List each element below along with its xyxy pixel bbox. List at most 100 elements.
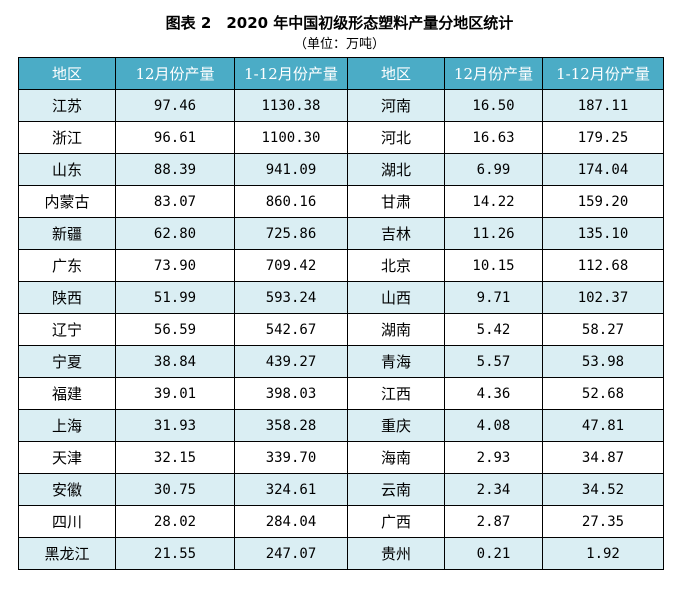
value-cell: 0.21 — [444, 537, 543, 570]
region-cell: 湖南 — [347, 313, 445, 346]
value-cell: 62.80 — [115, 217, 235, 250]
region-cell: 四川 — [18, 505, 116, 538]
region-cell: 辽宁 — [18, 313, 116, 346]
value-cell: 11.26 — [444, 217, 543, 250]
value-cell: 27.35 — [542, 505, 664, 538]
unit-subtitle: （单位：万吨） — [293, 37, 385, 52]
region-cell: 江西 — [347, 377, 445, 410]
value-cell: 2.34 — [444, 473, 543, 506]
value-cell: 39.01 — [115, 377, 235, 410]
region-cell: 河南 — [347, 89, 445, 122]
value-cell: 9.71 — [444, 281, 543, 314]
value-cell: 47.81 — [542, 409, 664, 442]
value-cell: 30.75 — [115, 473, 235, 506]
value-cell: 112.68 — [542, 249, 664, 282]
table-row: 安徽 30.75 324.61 云南 2.34 34.52 — [18, 473, 664, 506]
value-cell: 56.59 — [115, 313, 235, 346]
value-cell: 34.52 — [542, 473, 664, 506]
value-cell: 10.15 — [444, 249, 543, 282]
value-cell: 1100.30 — [234, 121, 348, 154]
value-cell: 38.84 — [115, 345, 235, 378]
region-cell: 新疆 — [18, 217, 116, 250]
value-cell: 4.36 — [444, 377, 543, 410]
table-row: 宁夏 38.84 439.27 青海 5.57 53.98 — [18, 345, 664, 378]
value-cell: 96.61 — [115, 121, 235, 154]
region-cell: 湖北 — [347, 153, 445, 186]
value-cell: 135.10 — [542, 217, 664, 250]
value-cell: 284.04 — [234, 505, 348, 538]
value-cell: 398.03 — [234, 377, 348, 410]
region-cell: 福建 — [18, 377, 116, 410]
table-row: 天津 32.15 339.70 海南 2.93 34.87 — [18, 441, 664, 474]
value-cell: 53.98 — [542, 345, 664, 378]
region-cell: 山西 — [347, 281, 445, 314]
value-cell: 1130.38 — [234, 89, 348, 122]
value-cell: 31.93 — [115, 409, 235, 442]
column-header: 地区 — [347, 57, 445, 90]
region-cell: 云南 — [347, 473, 445, 506]
region-cell: 广东 — [18, 249, 116, 282]
region-cell: 青海 — [347, 345, 445, 378]
value-cell: 941.09 — [234, 153, 348, 186]
column-header: 12月份产量 — [444, 57, 543, 90]
table-row: 辽宁 56.59 542.67 湖南 5.42 58.27 — [18, 313, 664, 346]
value-cell: 58.27 — [542, 313, 664, 346]
value-cell: 28.02 — [115, 505, 235, 538]
header-row: 地区 12月份产量 1-12月份产量 地区 12月份产量 1-12月份产量 — [18, 57, 664, 90]
value-cell: 88.39 — [115, 153, 235, 186]
region-cell: 吉林 — [347, 217, 445, 250]
table-row: 浙江 96.61 1100.30 河北 16.63 179.25 — [18, 121, 664, 154]
value-cell: 52.68 — [542, 377, 664, 410]
value-cell: 83.07 — [115, 185, 235, 218]
value-cell: 16.50 — [444, 89, 543, 122]
value-cell: 97.46 — [115, 89, 235, 122]
value-cell: 32.15 — [115, 441, 235, 474]
table-row: 江苏 97.46 1130.38 河南 16.50 187.11 — [18, 89, 664, 122]
table-row: 内蒙古 83.07 860.16 甘肃 14.22 159.20 — [18, 185, 664, 218]
value-cell: 4.08 — [444, 409, 543, 442]
region-cell: 陕西 — [18, 281, 116, 314]
column-header: 1-12月份产量 — [542, 57, 664, 90]
region-cell: 河北 — [347, 121, 445, 154]
value-cell: 34.87 — [542, 441, 664, 474]
value-cell: 159.20 — [542, 185, 664, 218]
table-row: 广东 73.90 709.42 北京 10.15 112.68 — [18, 249, 664, 282]
column-header: 1-12月份产量 — [234, 57, 348, 90]
region-cell: 北京 — [347, 249, 445, 282]
value-cell: 439.27 — [234, 345, 348, 378]
table-row: 福建 39.01 398.03 江西 4.36 52.68 — [18, 377, 664, 410]
region-cell: 天津 — [18, 441, 116, 474]
table-row: 山东 88.39 941.09 湖北 6.99 174.04 — [18, 153, 664, 186]
value-cell: 1.92 — [542, 537, 664, 570]
value-cell: 860.16 — [234, 185, 348, 218]
region-cell: 江苏 — [18, 89, 116, 122]
value-cell: 179.25 — [542, 121, 664, 154]
value-cell: 174.04 — [542, 153, 664, 186]
region-cell: 甘肃 — [347, 185, 445, 218]
value-cell: 339.70 — [234, 441, 348, 474]
value-cell: 358.28 — [234, 409, 348, 442]
value-cell: 16.63 — [444, 121, 543, 154]
value-cell: 709.42 — [234, 249, 348, 282]
value-cell: 6.99 — [444, 153, 543, 186]
region-cell: 海南 — [347, 441, 445, 474]
value-cell: 5.42 — [444, 313, 543, 346]
table-row: 四川 28.02 284.04 广西 2.87 27.35 — [18, 505, 664, 538]
region-cell: 贵州 — [347, 537, 445, 570]
value-cell: 14.22 — [444, 185, 543, 218]
region-cell: 黑龙江 — [18, 537, 116, 570]
region-cell: 广西 — [347, 505, 445, 538]
table-row: 新疆 62.80 725.86 吉林 11.26 135.10 — [18, 217, 664, 250]
table-title: 图表 2 2020 年中国初级形态塑料产量分地区统计 — [165, 14, 514, 32]
region-cell: 上海 — [18, 409, 116, 442]
table-row: 黑龙江 21.55 247.07 贵州 0.21 1.92 — [18, 537, 664, 570]
value-cell: 73.90 — [115, 249, 235, 282]
value-cell: 5.57 — [444, 345, 543, 378]
value-cell: 247.07 — [234, 537, 348, 570]
value-cell: 725.86 — [234, 217, 348, 250]
value-cell: 51.99 — [115, 281, 235, 314]
value-cell: 21.55 — [115, 537, 235, 570]
value-cell: 102.37 — [542, 281, 664, 314]
production-table: 地区 12月份产量 1-12月份产量 地区 12月份产量 1-12月份产量 江苏 97.46… — [18, 57, 664, 570]
region-cell: 内蒙古 — [18, 185, 116, 218]
